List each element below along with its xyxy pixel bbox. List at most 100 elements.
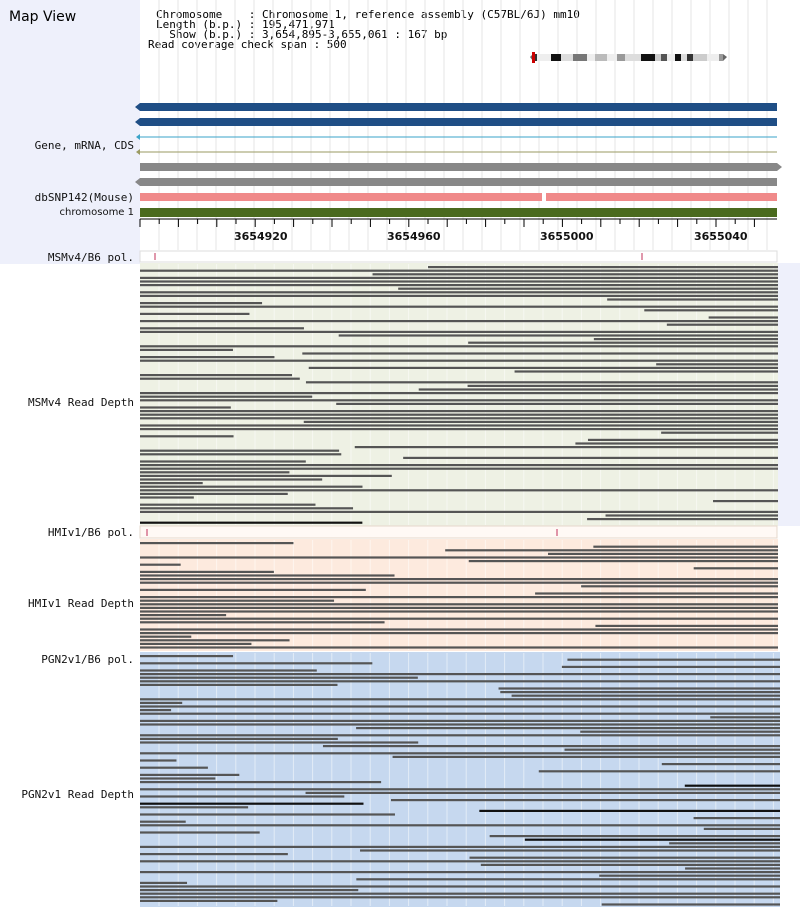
read-line bbox=[587, 438, 778, 441]
ruler-tick-label: 3655000 bbox=[540, 230, 594, 243]
read-line bbox=[140, 642, 252, 645]
hmi-pol-track[interactable] bbox=[139, 525, 778, 539]
dbsnp-track[interactable] bbox=[140, 192, 777, 202]
read-line bbox=[661, 763, 780, 766]
read-line bbox=[605, 514, 778, 517]
read-line bbox=[593, 338, 778, 341]
read-line bbox=[140, 788, 780, 791]
read-line bbox=[140, 556, 778, 559]
read-line bbox=[140, 646, 778, 649]
show-line: Show (b.p.) : 3,654,895-3,655,061 : 167 … bbox=[156, 28, 448, 41]
read-line bbox=[666, 323, 778, 326]
read-line bbox=[140, 621, 385, 624]
read-line bbox=[693, 567, 778, 570]
read-line bbox=[140, 781, 382, 784]
track-label-pgn-pol: PGN2v1/B6 pol. bbox=[41, 653, 134, 666]
read-line bbox=[140, 741, 419, 744]
msm-pol-track[interactable] bbox=[139, 250, 778, 263]
read-line bbox=[140, 683, 338, 686]
read-line bbox=[140, 492, 288, 495]
read-line bbox=[140, 632, 778, 635]
read-line bbox=[140, 521, 363, 524]
read-line bbox=[140, 795, 345, 798]
read-line bbox=[140, 831, 260, 834]
read-line bbox=[140, 676, 418, 679]
read-line bbox=[140, 669, 317, 672]
read-line bbox=[140, 680, 780, 683]
read-line bbox=[372, 273, 778, 276]
read-line bbox=[140, 885, 780, 888]
read-line bbox=[599, 874, 780, 877]
chromosome-bar bbox=[140, 208, 777, 217]
read-line bbox=[140, 496, 194, 499]
read-line bbox=[140, 284, 778, 287]
read-line bbox=[338, 334, 778, 337]
read-line bbox=[140, 802, 364, 805]
read-line bbox=[140, 413, 778, 416]
read-line bbox=[140, 348, 233, 351]
read-line bbox=[580, 730, 780, 733]
read-line bbox=[703, 827, 780, 830]
pgn-read-lines bbox=[140, 653, 780, 906]
read-line bbox=[140, 345, 778, 348]
read-line bbox=[140, 860, 780, 863]
read-line bbox=[445, 549, 778, 552]
read-line bbox=[354, 446, 778, 449]
read-line bbox=[564, 748, 780, 751]
read-line bbox=[140, 820, 186, 823]
track-label-msm-pol: MSMv4/B6 pol. bbox=[47, 251, 134, 264]
read-line bbox=[140, 570, 274, 573]
read-line bbox=[500, 691, 780, 694]
read-line bbox=[392, 755, 780, 758]
read-line bbox=[305, 381, 778, 384]
read-line bbox=[567, 658, 780, 661]
read-line bbox=[467, 384, 778, 387]
msm-read-lines bbox=[140, 264, 778, 525]
read-line bbox=[140, 824, 780, 827]
read-line bbox=[140, 291, 778, 294]
read-line bbox=[356, 878, 780, 881]
read-line bbox=[140, 395, 313, 398]
read-line bbox=[140, 610, 778, 613]
read-line bbox=[336, 402, 778, 405]
read-line bbox=[140, 464, 778, 467]
read-line bbox=[140, 712, 780, 715]
read-line bbox=[140, 406, 231, 409]
read-line bbox=[140, 588, 366, 591]
track-label-hmi-depth: HMIv1 Read Depth bbox=[28, 597, 134, 610]
read-line bbox=[140, 542, 294, 545]
read-line bbox=[693, 817, 780, 820]
read-line bbox=[140, 759, 177, 762]
read-line bbox=[581, 585, 778, 588]
read-line bbox=[685, 867, 780, 870]
read-line bbox=[140, 813, 395, 816]
read-line bbox=[140, 478, 323, 481]
read-line bbox=[140, 845, 780, 848]
read-line bbox=[468, 341, 778, 344]
header-info: Chromosome : Chromosome 1, reference ass… bbox=[148, 9, 580, 50]
read-line bbox=[514, 370, 778, 373]
read-line bbox=[140, 806, 249, 809]
read-line bbox=[140, 871, 780, 874]
read-line bbox=[710, 716, 780, 719]
read-line bbox=[302, 352, 778, 355]
read-line bbox=[140, 896, 780, 899]
gene-track[interactable] bbox=[135, 103, 782, 186]
ruler-tick-label: 3654960 bbox=[387, 230, 441, 243]
read-line bbox=[140, 510, 778, 513]
read-line bbox=[140, 320, 778, 323]
read-line bbox=[601, 903, 780, 906]
read-line bbox=[140, 628, 778, 631]
read-line bbox=[140, 399, 778, 402]
chromosome-ideogram[interactable] bbox=[530, 52, 727, 63]
read-line bbox=[140, 578, 778, 581]
read-line bbox=[140, 428, 778, 431]
read-line bbox=[140, 773, 240, 776]
left-panel bbox=[0, 0, 140, 264]
read-line bbox=[535, 592, 778, 595]
read-line bbox=[140, 474, 392, 477]
track-label-gene: Gene, mRNA, CDS bbox=[34, 139, 134, 152]
read-line bbox=[140, 503, 316, 506]
